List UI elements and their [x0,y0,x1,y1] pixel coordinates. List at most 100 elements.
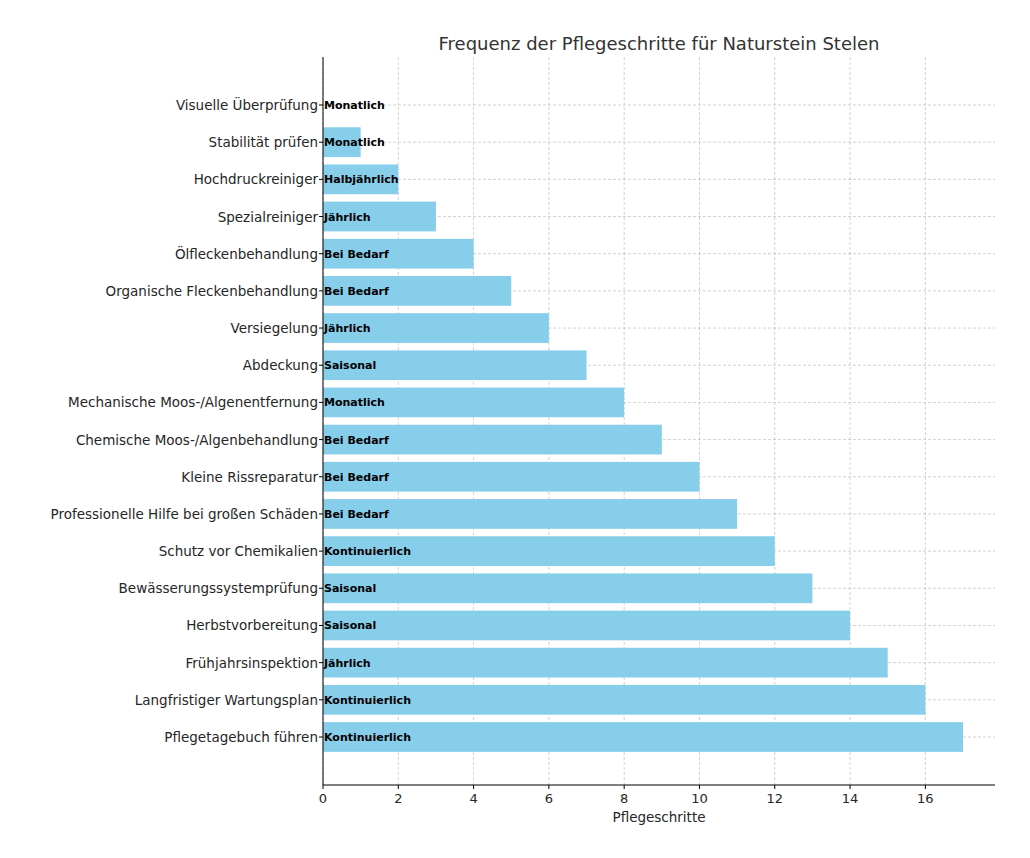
y-tick [319,737,323,738]
x-tick [473,785,474,789]
x-tick [925,785,926,789]
y-tick [319,439,323,440]
x-tick-label: 10 [691,791,708,806]
bars [323,127,963,752]
y-tick [319,142,323,143]
x-tick-label: 12 [766,791,783,806]
bar-annotation: Saisonal [324,582,376,595]
bar [323,499,737,529]
x-axis-label: Pflegeschritte [612,809,705,825]
x-tick-label: 6 [545,791,553,806]
x-tick [323,785,324,789]
y-tick [319,290,323,291]
x-axis-line [323,785,995,786]
y-tick [319,105,323,106]
y-tick-label: Pflegetagebuch führen [164,729,318,745]
y-tick-label: Herbstvorbereitung [186,617,318,633]
y-tick-label: Bewässerungssystemprüfung [119,580,318,596]
x-tick-label: 16 [917,791,934,806]
grid [323,57,995,785]
bar [323,425,662,455]
y-tick-label: Abdeckung [243,357,318,373]
bar [323,276,511,306]
y-tick [319,588,323,589]
bar-annotation: Saisonal [324,359,376,372]
y-tick [319,253,323,254]
bar [323,722,963,752]
y-tick-label: Chemische Moos-/Algenbehandlung [76,432,318,448]
y-tick-label: Visuelle Überprüfung [176,96,318,113]
y-tick [319,551,323,552]
x-tick [548,785,549,789]
bar [323,462,699,492]
bar-annotation: Kontinuierlich [324,731,411,744]
bar-annotation: Bei Bedarf [324,248,389,261]
y-tick-label: Ölfleckenbehandlung [175,245,318,262]
bar-annotation: Bei Bedarf [324,434,389,447]
bar [323,573,812,603]
bar [323,536,775,566]
y-axis-line [323,57,324,785]
bar-annotation: Kontinuierlich [324,694,411,707]
y-tick [319,365,323,366]
bar-annotation: Monatlich [324,99,385,112]
x-tick-label: 2 [394,791,402,806]
y-tick [319,328,323,329]
bar [323,164,398,194]
bar-annotation: Jährlich [323,211,371,224]
y-tick [319,216,323,217]
chart-container: Monatlich Monatlich Halbjährlich Jährlich Be… [0,0,1030,858]
y-tick [319,699,323,700]
bar [323,611,850,641]
y-tick-label: Versiegelung [231,320,318,336]
y-tick-label: Hochdruckreiniger [194,171,319,187]
y-tick-label: Spezialreiniger [218,209,319,225]
bar-annotation: Jährlich [323,322,371,335]
x-tick [624,785,625,789]
y-tick-label: Mechanische Moos-/Algenentfernung [68,394,318,410]
bar-annotation: Monatlich [324,396,385,409]
bar [323,202,436,232]
y-tick-label: Kleine Rissreparatur [181,469,318,485]
y-tick-label: Stabilität prüfen [209,134,318,150]
y-tick [319,513,323,514]
bar-annotation: Monatlich [324,136,385,149]
y-grid-line [323,179,995,180]
annotations: Monatlich Monatlich Halbjährlich Jährlich Be… [323,99,411,744]
y-tick-label: Frühjahrsinspektion [185,655,318,671]
bar-annotation: Saisonal [324,619,376,632]
y-tick-label: Langfristiger Wartungsplan [135,692,318,708]
axes: 0246810121416Visuelle ÜberprüfungStabili… [51,57,995,806]
y-tick [319,476,323,477]
bar-annotation: Jährlich [323,657,371,670]
y-tick [319,179,323,180]
bar [323,350,587,380]
y-tick [319,662,323,663]
x-tick [774,785,775,789]
bar-annotation: Kontinuierlich [324,545,411,558]
y-grid-line [323,142,995,143]
y-grid-line [323,105,995,106]
y-tick-label: Organische Fleckenbehandlung [106,283,318,299]
bar [323,388,624,418]
bar [323,239,474,269]
bar-annotation: Bei Bedarf [324,508,389,521]
y-tick-label: Schutz vor Chemikalien [159,543,318,559]
bar-annotation: Bei Bedarf [324,285,389,298]
x-tick [699,785,700,789]
bar-annotation: Bei Bedarf [324,471,389,484]
bar [323,313,549,343]
x-tick-label: 14 [842,791,859,806]
x-tick [850,785,851,789]
y-tick-label: Professionelle Hilfe bei großen Schäden [51,506,318,522]
chart-title: Frequenz der Pflegeschritte für Naturste… [439,33,880,54]
x-grid-line [925,57,926,785]
bar [323,685,925,715]
x-tick-label: 8 [620,791,628,806]
y-tick [319,625,323,626]
chart-svg: Monatlich Monatlich Halbjährlich Jährlich Be… [0,0,1030,858]
y-tick [319,402,323,403]
bar [323,648,888,678]
x-tick-label: 0 [319,791,327,806]
bar-annotation: Halbjährlich [324,173,399,186]
